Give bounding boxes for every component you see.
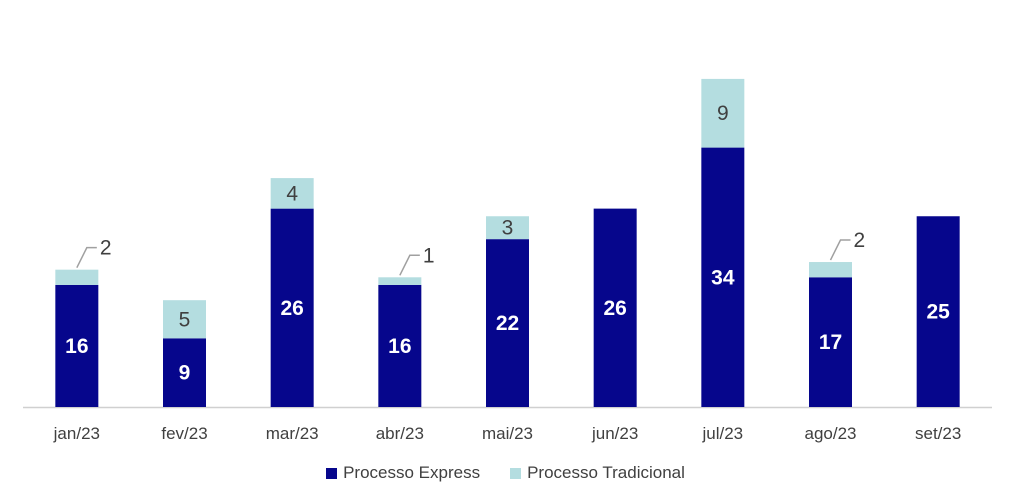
bar-tradicional-ago/23 (809, 262, 852, 278)
legend-swatch-tradicional (510, 467, 522, 479)
bar-express-fev/23 (163, 338, 206, 407)
bar-tradicional-jul/23 (701, 78, 745, 148)
legend-item-express: Processo Express (326, 463, 480, 483)
bar-express-abr/23 (378, 284, 422, 407)
leader-line-jan/23 (76, 246, 97, 268)
data-label-express-jan/23: 16 (65, 335, 88, 358)
bar-tradicional-mai/23 (486, 216, 529, 240)
data-label-express-ago/23: 17 (819, 331, 842, 354)
data-label-express-mai/23: 22 (496, 312, 519, 335)
data-label-tradicional-jan/23: 2 (100, 237, 112, 260)
data-label-tradicional-ago/23: 2 (854, 229, 866, 252)
leader-line-ago/23 (829, 239, 851, 261)
x-tick-label-fev/23: fev/23 (161, 424, 207, 443)
data-label-express-jun/23: 26 (603, 297, 626, 320)
bar-express-jan/23 (55, 284, 99, 407)
data-label-express-fev/23: 9 (179, 362, 191, 385)
legend-label-express: Processo Express (343, 463, 481, 482)
legend-label-tradicional: Processo Tradicional (527, 463, 685, 482)
x-tick-label-mar/23: mar/23 (266, 424, 319, 443)
data-label-tradicional-jul/23: 9 (717, 102, 729, 125)
bar-tradicional-jan/23 (55, 269, 99, 285)
bar-tradicional-abr/23 (378, 277, 422, 285)
data-label-tradicional-mar/23: 4 (286, 182, 298, 205)
x-tick-label-set/23: set/23 (915, 424, 961, 443)
x-tick-label-jan/23: jan/23 (53, 424, 100, 443)
legend: Processo Express Processo Tradicional (0, 463, 1011, 483)
stacked-bar-chart: 16 2 jan/23 9 5 fev/23 26 4 mar/23 16 1 abr/23 22 3 ma… (23, 78, 992, 443)
data-label-express-mar/23: 26 (280, 297, 303, 320)
x-tick-label-ago/23: ago/23 (805, 424, 857, 443)
bar-express-mar/23 (270, 208, 314, 407)
bar-express-mai/23 (486, 239, 529, 407)
data-label-express-jul/23: 34 (711, 266, 735, 289)
x-tick-label-jul/23: jul/23 (702, 424, 744, 443)
data-label-tradicional-abr/23: 1 (423, 244, 435, 267)
x-tick-label-mai/23: mai/23 (482, 424, 533, 443)
bar-express-set/23 (916, 216, 960, 407)
data-label-tradicional-mai/23: 3 (502, 217, 514, 240)
data-label-tradicional-fev/23: 5 (179, 308, 191, 331)
data-label-express-abr/23: 16 (388, 335, 411, 358)
bar-express-jul/23 (701, 147, 745, 407)
bar-tradicional-mar/23 (270, 178, 314, 209)
bar-express-jun/23 (593, 208, 637, 407)
bar-express-ago/23 (809, 277, 852, 407)
legend-swatch-express (326, 467, 338, 479)
data-label-express-set/23: 25 (926, 301, 950, 324)
leader-line-abr/23 (399, 254, 420, 276)
x-tick-label-jun/23: jun/23 (591, 424, 638, 443)
bar-tradicional-fev/23 (163, 300, 206, 339)
x-tick-label-abr/23: abr/23 (376, 424, 424, 443)
legend-item-tradicional: Processo Tradicional (510, 463, 685, 483)
